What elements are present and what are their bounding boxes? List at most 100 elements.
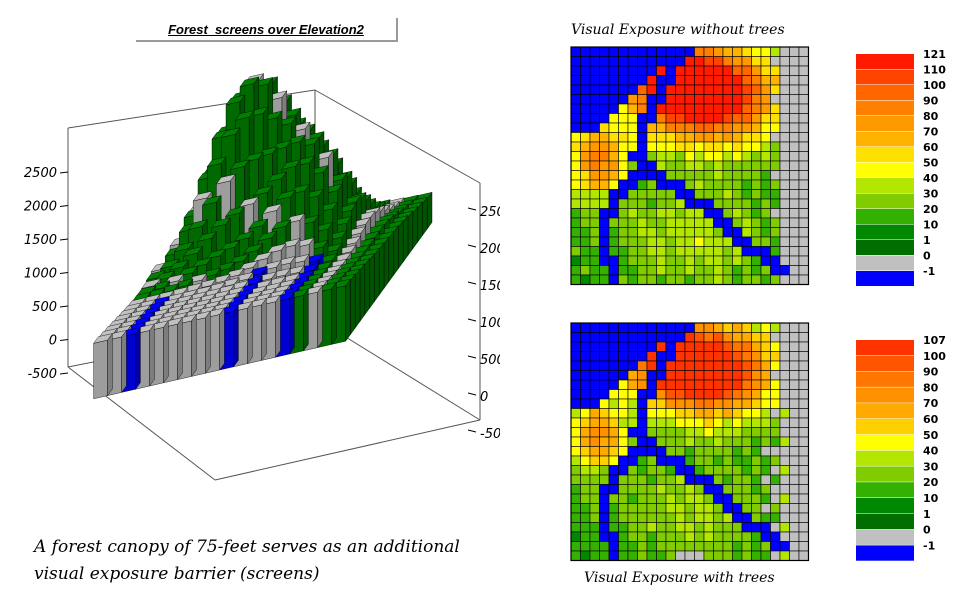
heatmap-cell xyxy=(798,113,809,124)
heatmap-cell xyxy=(713,179,724,190)
heatmap-cell xyxy=(675,227,686,238)
terrain-block-top xyxy=(266,243,287,254)
heatmap-cell xyxy=(627,436,638,447)
heatmap-cell xyxy=(570,465,581,476)
heatmap-cell xyxy=(751,65,762,76)
heatmap-cell xyxy=(608,351,619,362)
heatmap-cell xyxy=(694,465,705,476)
heatmap-cell xyxy=(665,217,676,228)
axis-line xyxy=(314,89,481,184)
heatmap-cell xyxy=(675,179,686,190)
heatmap-cell xyxy=(779,379,790,390)
heatmap-cell xyxy=(589,75,600,86)
heatmap-cell xyxy=(732,332,743,343)
heatmap-cell xyxy=(570,56,581,67)
heatmap-cell xyxy=(589,389,600,400)
heatmap-cell xyxy=(656,113,667,124)
heatmap-cell xyxy=(637,208,648,219)
heatmap-cell xyxy=(770,56,781,67)
heatmap-cell xyxy=(608,417,619,428)
heatmap-cell xyxy=(798,227,809,238)
heatmap-cell xyxy=(589,417,600,428)
heatmap-cell xyxy=(656,198,667,209)
heatmap-cell xyxy=(732,474,743,485)
heatmap-cell xyxy=(722,417,733,428)
heatmap-cell xyxy=(646,360,657,371)
heatmap-cell xyxy=(684,398,695,409)
heatmap-cell xyxy=(646,217,657,228)
heatmap-cell xyxy=(589,56,600,67)
heatmap-cell xyxy=(665,265,676,276)
heatmap-cell xyxy=(779,341,790,352)
heatmap-cell xyxy=(646,236,657,247)
heatmap-cell xyxy=(722,522,733,533)
heatmap-cell xyxy=(675,65,686,76)
heatmap-cell xyxy=(599,332,610,343)
heatmap-cell xyxy=(694,512,705,523)
heatmap-cell xyxy=(627,550,638,561)
legend-label: 110 xyxy=(923,64,946,77)
heatmap-cell xyxy=(732,550,743,561)
heatmap-cell xyxy=(770,255,781,266)
heatmap-cell xyxy=(608,151,619,162)
heatmap-cell xyxy=(570,46,581,57)
heatmap-cell xyxy=(798,408,809,419)
heatmap-cell xyxy=(713,493,724,504)
heatmap-cell xyxy=(751,550,762,561)
heatmap-cell xyxy=(760,550,771,561)
heatmap-cell xyxy=(789,332,800,343)
heatmap-cell xyxy=(684,341,695,352)
heatmap-cell xyxy=(637,236,648,247)
heatmap-cell xyxy=(789,341,800,352)
heatmap-cell xyxy=(589,531,600,542)
heatmap-cell xyxy=(770,227,781,238)
terrain-block-side xyxy=(412,205,418,250)
heatmap-cell xyxy=(684,227,695,238)
heatmap-cell xyxy=(798,198,809,209)
heatmap-cell xyxy=(656,550,667,561)
heatmap-cell xyxy=(703,379,714,390)
heatmap-cell xyxy=(646,84,657,95)
heatmap-cell xyxy=(608,189,619,200)
heatmap-cell xyxy=(618,446,629,457)
heatmap-cell xyxy=(713,255,724,266)
heatmap-cell xyxy=(713,465,724,476)
heatmap-cell xyxy=(760,160,771,171)
heatmap-cell xyxy=(627,170,638,181)
heatmap-cell xyxy=(608,512,619,523)
heatmap-cell xyxy=(589,274,600,285)
heatmap-cell xyxy=(741,274,752,285)
heatmap-cell xyxy=(589,113,600,124)
heatmap-cell xyxy=(580,151,591,162)
heatmap-cell xyxy=(798,512,809,523)
heatmap-cell xyxy=(684,103,695,114)
heatmap-cell xyxy=(589,103,600,114)
heatmap-cell xyxy=(741,446,752,457)
heatmap-cell xyxy=(751,522,762,533)
heatmap-cell xyxy=(656,427,667,438)
heatmap-cell xyxy=(760,65,771,76)
heatmap-cell xyxy=(599,465,610,476)
heatmap-cell xyxy=(760,465,771,476)
heatmap-cell xyxy=(722,370,733,381)
heatmap-cell xyxy=(627,522,638,533)
heatmap-cell xyxy=(608,170,619,181)
heatmap-cell xyxy=(589,446,600,457)
heatmap-cell xyxy=(618,208,629,219)
heatmap-cell xyxy=(779,246,790,257)
heatmap-cell xyxy=(656,512,667,523)
heatmap-cell xyxy=(713,84,724,95)
heatmap-cell xyxy=(580,455,591,466)
heatmap-cell xyxy=(770,370,781,381)
heatmap-cell xyxy=(618,379,629,390)
heatmap-cell xyxy=(570,65,581,76)
heatmap-cell xyxy=(684,255,695,266)
heatmap-cell xyxy=(703,132,714,143)
z-tick xyxy=(59,171,69,174)
heatmap-cell xyxy=(770,379,781,390)
heatmap-cell xyxy=(779,503,790,514)
heatmap-cell xyxy=(599,198,610,209)
heatmap-cell xyxy=(741,265,752,276)
heatmap-cell xyxy=(789,351,800,362)
heatmap-cell xyxy=(675,94,686,105)
